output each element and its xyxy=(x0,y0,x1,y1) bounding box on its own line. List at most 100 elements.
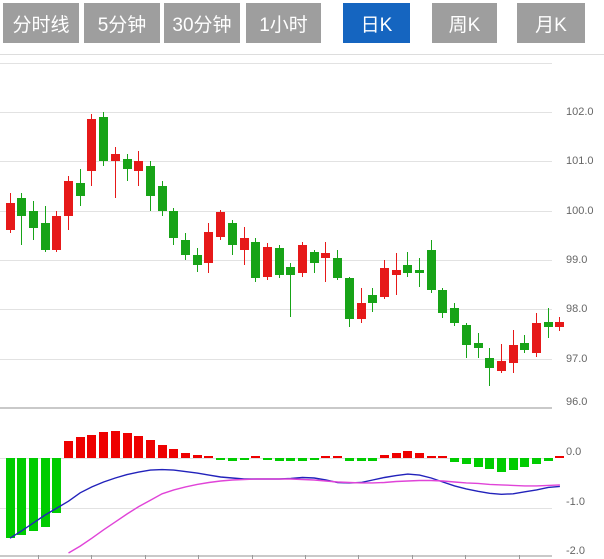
x-axis-tick xyxy=(358,555,360,559)
tab-30min[interactable]: 30分钟 xyxy=(164,3,240,43)
price-axis-label: 99.0 xyxy=(566,253,588,266)
macd-histogram-bar xyxy=(309,458,319,461)
macd-histogram-bar xyxy=(204,456,214,459)
candle-body xyxy=(192,254,202,265)
price-gridline-102 xyxy=(0,112,552,113)
candle-body xyxy=(426,250,436,290)
candle-body xyxy=(157,185,167,211)
macd-histogram-bar xyxy=(251,456,261,459)
candle-wick xyxy=(290,263,292,317)
x-axis-tick xyxy=(144,555,146,559)
tab-5min[interactable]: 5分钟 xyxy=(84,3,160,43)
candle-body xyxy=(309,252,319,264)
candle-body xyxy=(473,343,483,349)
macd-histogram-bar xyxy=(87,434,97,459)
price-gridline-98 xyxy=(0,309,552,311)
macd-axis-label: 0.0 xyxy=(566,446,582,459)
x-axis-tick xyxy=(305,555,306,559)
macd-histogram-bar xyxy=(75,437,85,459)
macd-histogram-bar xyxy=(122,433,132,459)
candle-body xyxy=(508,345,518,363)
candle-body xyxy=(145,166,155,196)
macd-histogram-bar xyxy=(227,458,237,461)
macd-histogram-bar xyxy=(344,458,354,461)
macd-histogram-bar xyxy=(508,458,518,471)
macd-pane[interactable] xyxy=(0,410,604,559)
macd-histogram-bar xyxy=(181,452,190,459)
macd-histogram-bar xyxy=(157,444,167,459)
candle-body xyxy=(543,322,553,327)
macd-histogram-bar xyxy=(496,458,506,472)
candle-body xyxy=(379,268,389,297)
candle-body xyxy=(450,308,460,323)
macd-histogram-bar xyxy=(134,436,144,459)
x-axis-tick xyxy=(518,555,520,559)
price-axis-label: 101.0 xyxy=(566,155,594,168)
tab-weekly-k[interactable]: 周K xyxy=(432,3,497,43)
macd-histogram-bar xyxy=(461,458,471,465)
macd-axis-label: -2.0 xyxy=(566,544,585,557)
x-axis-tick xyxy=(38,555,39,559)
macd-axis-label: -1.0 xyxy=(566,495,585,508)
macd-histogram-bar xyxy=(356,458,366,462)
macd-histogram-bar xyxy=(169,449,179,459)
candle-wick xyxy=(21,193,23,246)
macd-histogram-bar xyxy=(473,458,483,467)
candle-body xyxy=(110,153,120,162)
tab-monthly-k[interactable]: 月K xyxy=(517,3,585,43)
bottom-axis xyxy=(0,555,552,557)
macd-histogram-bar xyxy=(110,430,120,459)
candle-body xyxy=(391,269,401,275)
macd-histogram-bar xyxy=(298,458,307,461)
candle-body xyxy=(403,264,413,274)
price-gridline-101 xyxy=(0,161,552,163)
tab-daily-k[interactable]: 日K xyxy=(343,3,410,43)
candle-body xyxy=(87,119,97,172)
candle-body xyxy=(286,266,296,275)
macd-histogram-bar xyxy=(485,458,495,470)
candle-body xyxy=(52,215,62,251)
candle-body xyxy=(169,210,179,238)
candle-body xyxy=(274,248,284,275)
candle-body xyxy=(122,158,132,169)
x-axis-tick xyxy=(411,555,413,559)
price-axis-label: 96.0 xyxy=(566,395,588,408)
x-axis-tick xyxy=(91,555,93,559)
candle-body xyxy=(181,240,190,255)
macd-histogram-bar xyxy=(17,458,27,535)
price-axis-label: 98.0 xyxy=(566,303,588,316)
pane-separator xyxy=(0,407,552,409)
tab-time-line[interactable]: 分时线 xyxy=(3,3,79,43)
candle-body xyxy=(485,358,495,368)
candle-wick xyxy=(407,251,409,277)
macd-histogram-bar xyxy=(532,458,541,465)
macd-histogram-bar xyxy=(28,458,38,532)
candle-body xyxy=(356,303,366,319)
candle-body xyxy=(134,161,144,172)
candle-body xyxy=(555,322,565,327)
macd-histogram-bar xyxy=(216,458,226,461)
candle-body xyxy=(298,245,307,274)
candle-body xyxy=(368,294,378,304)
macd-histogram-bar xyxy=(379,454,389,459)
candle-body xyxy=(5,203,15,231)
candle-body xyxy=(204,231,214,264)
x-axis-tick xyxy=(198,555,200,559)
x-axis-tick xyxy=(465,555,467,559)
macd-gridline--1 xyxy=(0,507,552,509)
macd-histogram-bar xyxy=(262,458,272,461)
macd-histogram-bar xyxy=(5,458,15,539)
macd-histogram-bar xyxy=(192,454,202,459)
candle-body xyxy=(532,323,541,354)
candle-wick xyxy=(114,146,116,199)
candle-body xyxy=(251,241,261,279)
macd-histogram-bar xyxy=(368,458,378,462)
tab-1hour[interactable]: 1小时 xyxy=(246,3,321,43)
candle-body xyxy=(216,212,226,237)
macd-histogram-bar xyxy=(438,456,448,459)
macd-histogram-bar xyxy=(555,455,565,459)
candle-body xyxy=(239,238,249,251)
x-axis-tick xyxy=(251,555,253,559)
candle-body xyxy=(227,223,237,246)
